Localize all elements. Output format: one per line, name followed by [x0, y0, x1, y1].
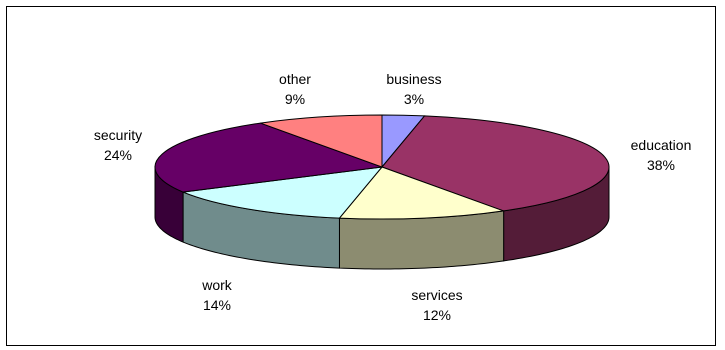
- data-label-pct-business: 3%: [404, 91, 424, 107]
- data-label-pct-work: 14%: [203, 297, 231, 313]
- data-label-pct-security: 24%: [104, 147, 132, 163]
- pie-slice-services: [338, 166, 504, 220]
- data-label-services: services: [411, 287, 462, 303]
- data-label-other: other: [279, 71, 311, 87]
- pie-slice-other: [260, 114, 383, 168]
- data-label-business: business: [386, 71, 441, 87]
- data-label-pct-education: 38%: [647, 157, 675, 173]
- data-label-education: education: [631, 137, 692, 153]
- data-label-work: work: [201, 277, 233, 293]
- pie-side-services: [338, 210, 505, 270]
- pie-slice-work: [181, 166, 384, 219]
- data-label-pct-other: 9%: [285, 91, 305, 107]
- pie-slice-security: [154, 122, 383, 193]
- data-label-pct-services: 12%: [423, 307, 451, 323]
- data-label-security: security: [94, 127, 142, 143]
